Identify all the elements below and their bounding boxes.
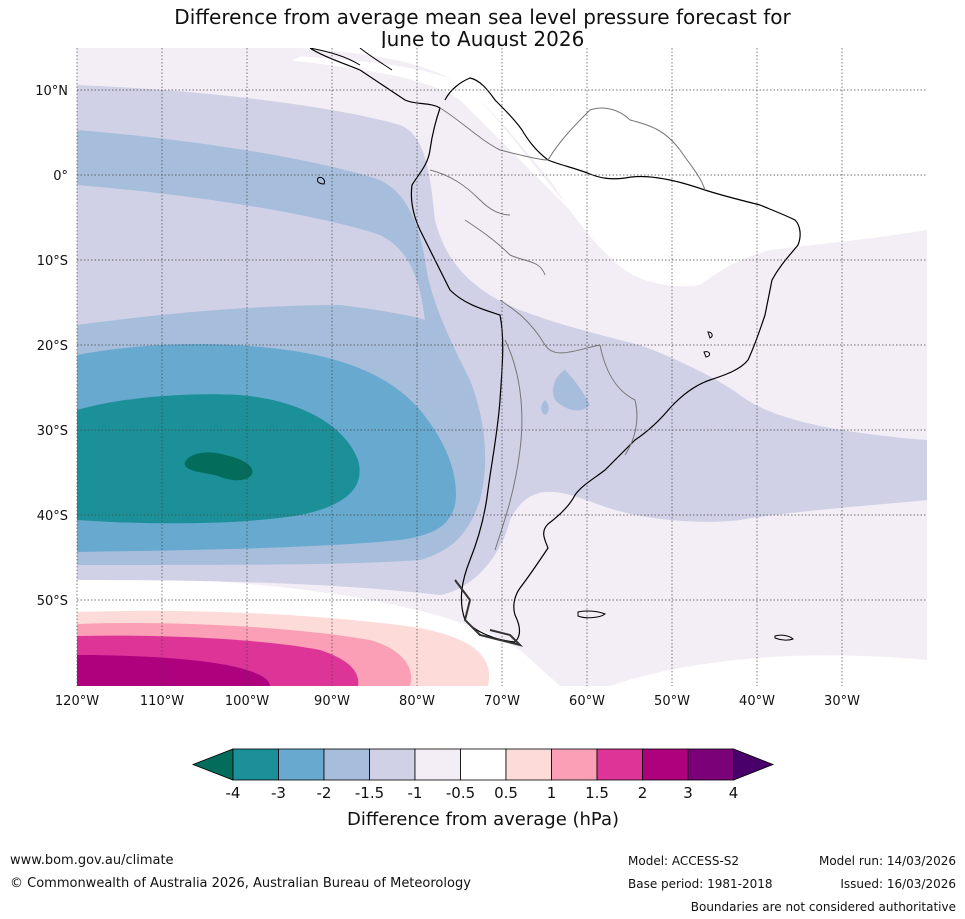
copyright-text: © Commonwealth of Australia 2026, Austra… <box>10 876 471 891</box>
colorbar-tick: -1 <box>408 784 423 802</box>
lat-label-40s: 40°S <box>37 509 68 524</box>
base-period: Base period: 1981-2018 <box>628 877 773 891</box>
country-borders <box>429 107 706 551</box>
colorbar-arrow-high <box>733 748 775 781</box>
latitude-labels: 10°N 0° 10°S 20°S 30°S 40°S 50°S <box>35 84 68 609</box>
lat-label-50s: 50°S <box>37 594 68 609</box>
colorbar-tick: -0.5 <box>446 784 475 802</box>
map-title-line-2: June to August 2026 <box>380 27 585 51</box>
lat-label-10n: 10°N <box>35 84 68 99</box>
anomaly-band-below-minus-4 <box>184 452 253 481</box>
issued-date: Issued: 16/03/2026 <box>840 877 956 891</box>
colorbar-swatch <box>232 748 279 781</box>
colorbar-tick: 2 <box>638 784 648 802</box>
falkland-islands <box>577 610 606 619</box>
colorbar-tick: 3 <box>683 784 693 802</box>
lon-label-110w: 110°W <box>140 694 184 709</box>
colorbar-swatch <box>369 748 416 781</box>
boundary-disclaimer: Boundaries are not considered authoritat… <box>690 900 956 914</box>
colorbar-ticks: -4 -3 -2 -1.5 -1 -0.5 0.5 1 1.5 2 3 4 <box>226 784 739 802</box>
lon-label-100w: 100°W <box>225 694 269 709</box>
colorbar-arrow-low <box>191 748 234 781</box>
colorbar-swatch <box>323 748 370 781</box>
lat-label-30s: 30°S <box>37 424 68 439</box>
colorbar-tick: -4 <box>226 784 241 802</box>
colorbar-swatch <box>460 748 507 781</box>
anomaly-band-neutral-southeast <box>610 655 927 686</box>
colorbar-swatch <box>414 748 461 781</box>
colorbar-swatch <box>687 748 734 781</box>
colorbar-tick: 0.5 <box>494 784 518 802</box>
colorbar-swatch <box>505 748 552 781</box>
lat-label-20s: 20°S <box>37 339 68 354</box>
lon-label-90w: 90°W <box>314 694 350 709</box>
model-name: Model: ACCESS-S2 <box>628 854 740 868</box>
colorbar-swatch <box>278 748 325 781</box>
colorbar-tick: -1.5 <box>355 784 384 802</box>
colorbar-tick: -3 <box>271 784 286 802</box>
website-link[interactable]: www.bom.gov.au/climate <box>10 853 174 868</box>
lat-label-0: 0° <box>53 169 68 184</box>
lat-label-10s: 10°S <box>37 254 68 269</box>
colorbar-tick: 1 <box>547 784 557 802</box>
colorbar-tick: 4 <box>729 784 739 802</box>
longitude-labels: 120°W 110°W 100°W 90°W 80°W 70°W 60°W 50… <box>55 694 860 709</box>
pressure-anomaly-field <box>77 48 927 686</box>
lon-label-120w: 120°W <box>55 694 99 709</box>
colorbar-label: Difference from average (hPa) <box>347 809 619 830</box>
colorbar-swatch <box>596 748 643 781</box>
model-run-date: Model run: 14/03/2026 <box>818 854 956 868</box>
map-title-line-1: Difference from average mean sea level p… <box>174 5 791 29</box>
lon-label-70w: 70°W <box>484 694 520 709</box>
galapagos-islands <box>317 177 325 185</box>
lon-label-80w: 80°W <box>399 694 435 709</box>
colorbar-tick: -2 <box>317 784 332 802</box>
lon-label-50w: 50°W <box>654 694 690 709</box>
colorbar-tick: 1.5 <box>585 784 609 802</box>
colorbar-swatch <box>642 748 689 781</box>
lon-label-30w: 30°W <box>824 694 860 709</box>
lon-label-60w: 60°W <box>569 694 605 709</box>
lon-label-40w: 40°W <box>739 694 775 709</box>
colorbar: -4 -3 -2 -1.5 -1 -0.5 0.5 1 1.5 2 3 4 Di… <box>191 748 775 830</box>
colorbar-swatch <box>551 748 598 781</box>
anomaly-band-2-to-3 <box>77 655 270 686</box>
map-graticule <box>76 48 927 686</box>
south-america-coastline <box>309 48 801 643</box>
